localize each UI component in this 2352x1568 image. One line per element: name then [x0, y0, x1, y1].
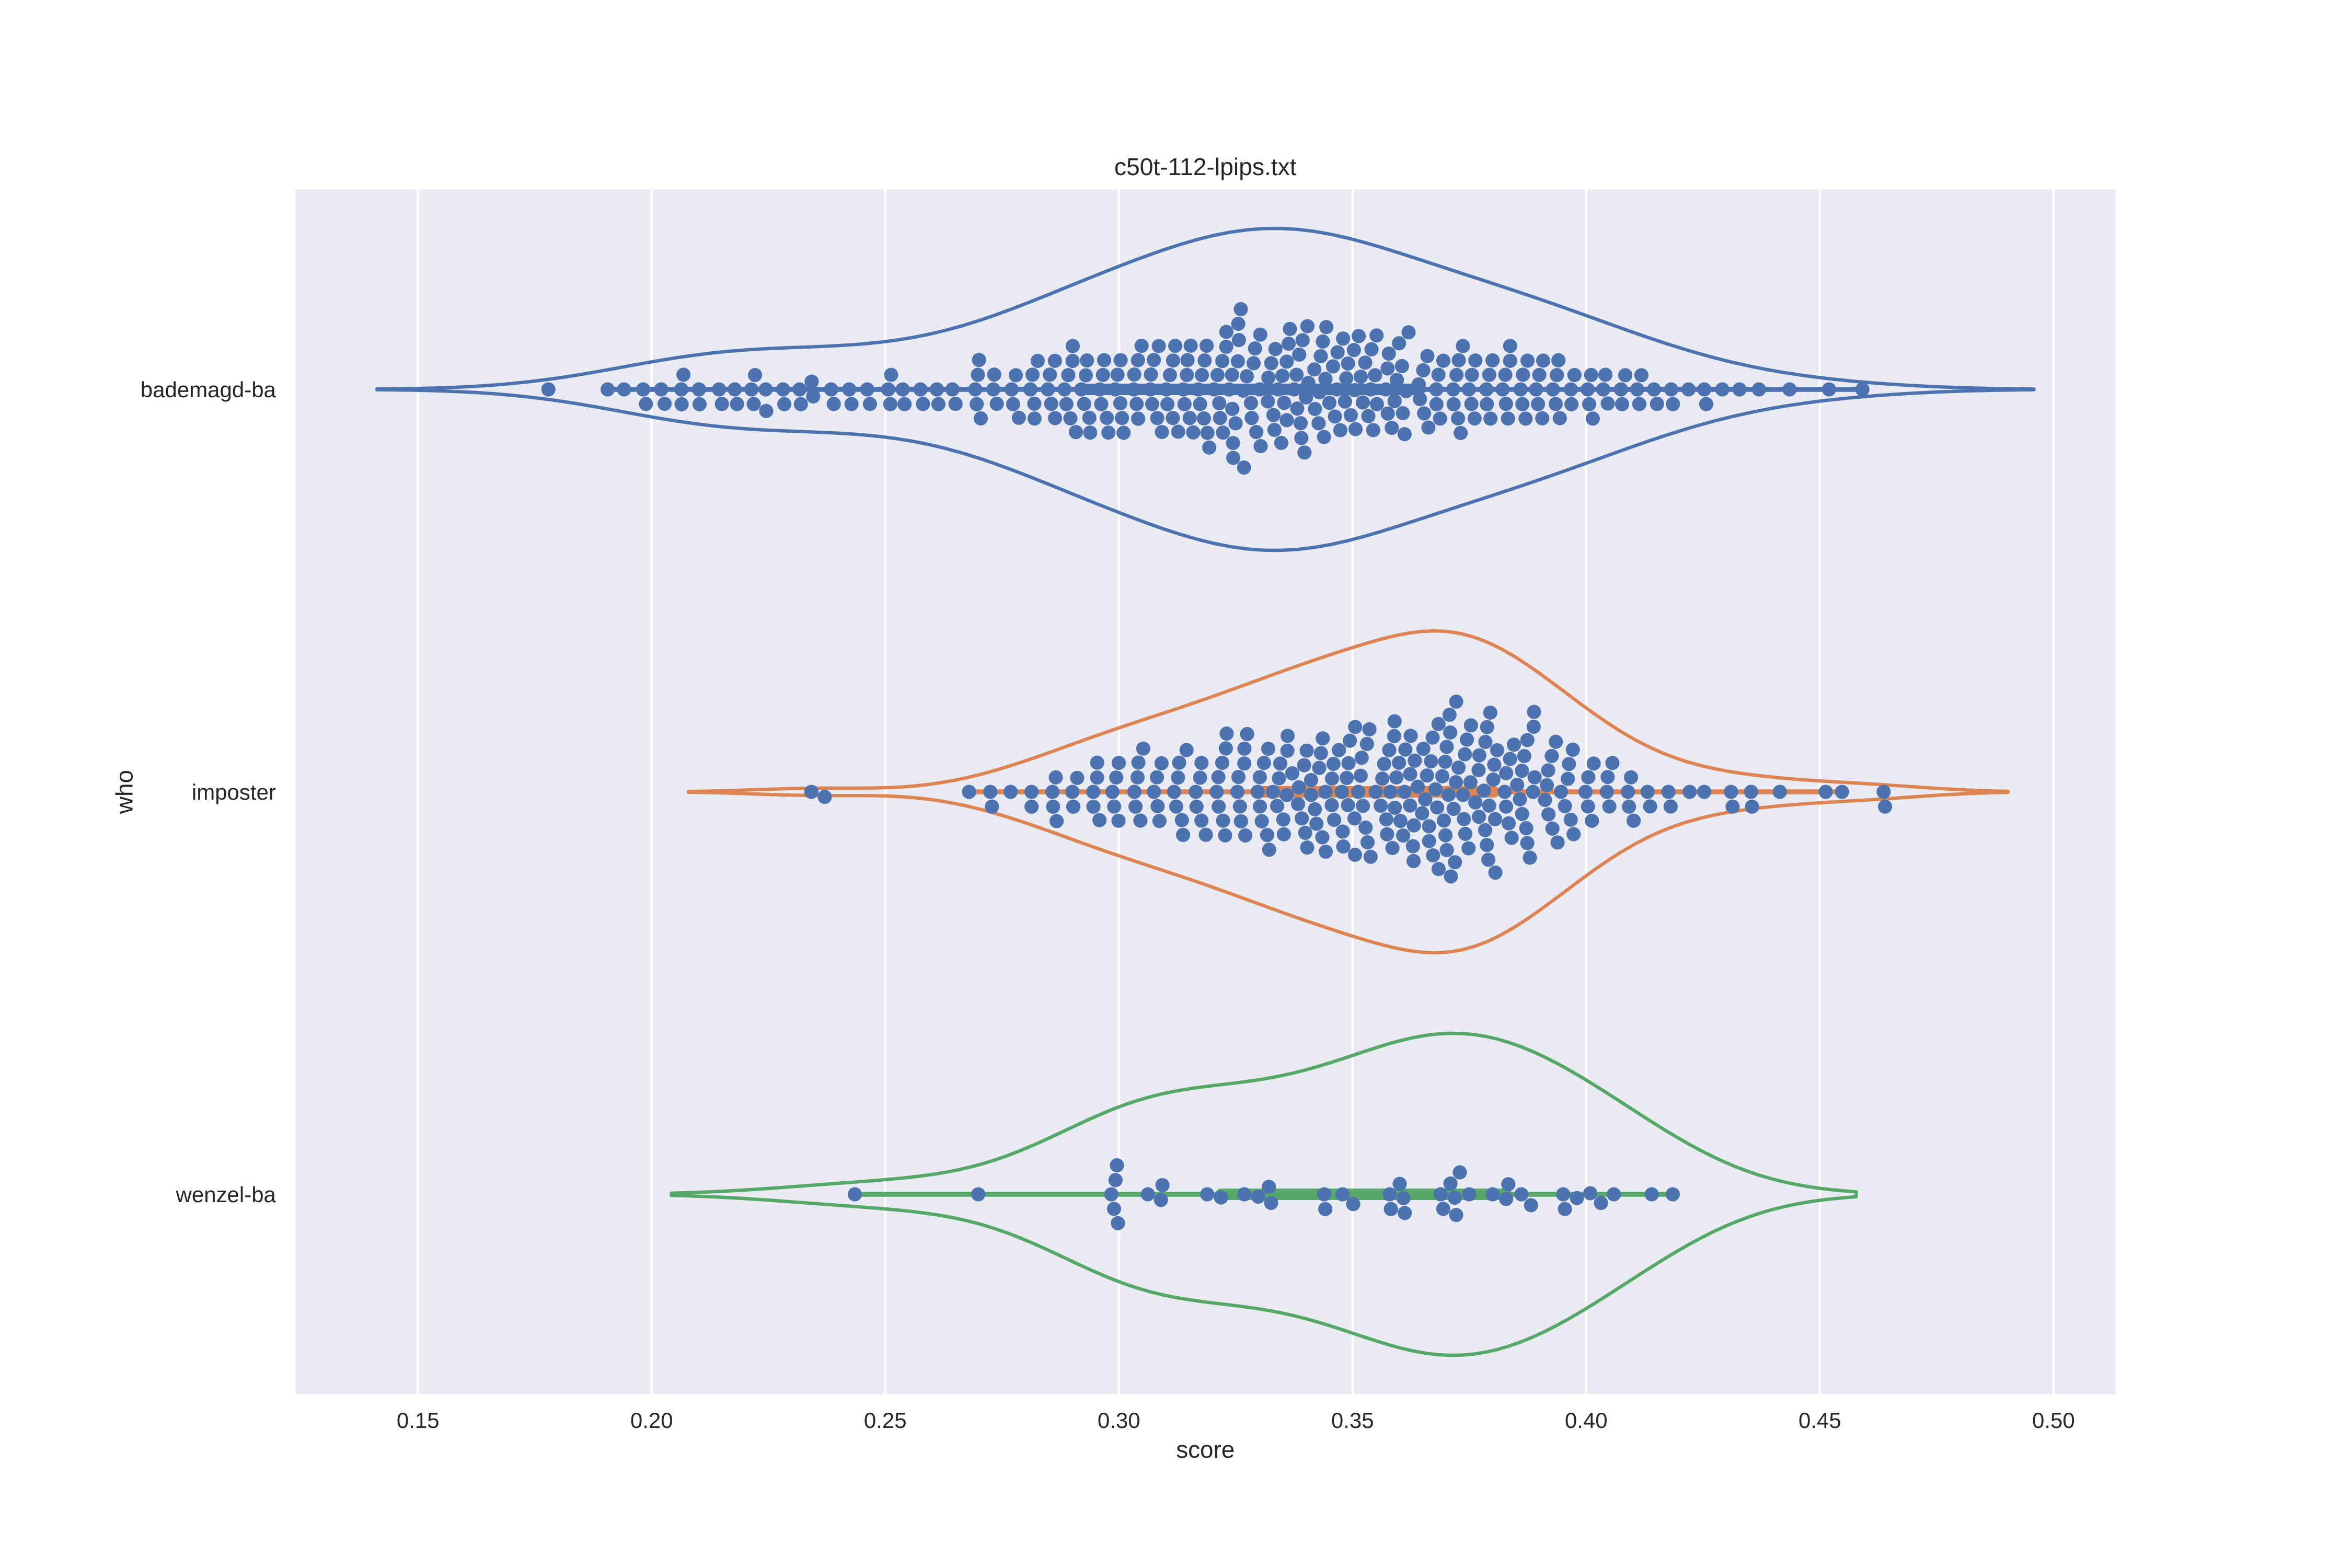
- svg-text:who: who: [111, 770, 137, 814]
- svg-text:bademagd-ba: bademagd-ba: [141, 377, 276, 402]
- svg-text:score: score: [1176, 1436, 1235, 1463]
- svg-text:0.40: 0.40: [1565, 1408, 1608, 1433]
- svg-text:c50t-112-lpips.txt: c50t-112-lpips.txt: [1114, 153, 1297, 180]
- svg-text:0.45: 0.45: [1798, 1408, 1841, 1433]
- svg-text:0.35: 0.35: [1331, 1408, 1374, 1433]
- svg-text:wenzel-ba: wenzel-ba: [176, 1182, 276, 1207]
- svg-text:0.25: 0.25: [864, 1408, 907, 1433]
- svg-text:imposter: imposter: [192, 780, 276, 804]
- svg-text:0.30: 0.30: [1098, 1408, 1140, 1433]
- svg-text:0.50: 0.50: [2032, 1408, 2075, 1433]
- svg-text:0.15: 0.15: [397, 1408, 440, 1433]
- svg-text:0.20: 0.20: [630, 1408, 673, 1433]
